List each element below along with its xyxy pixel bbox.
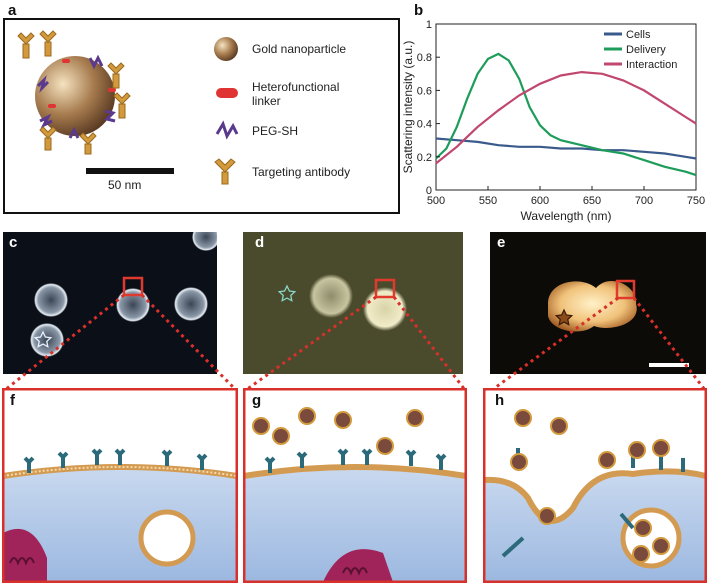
cell xyxy=(174,287,208,321)
vesicle xyxy=(620,507,682,569)
y-tick-label: 0.6 xyxy=(417,85,432,97)
y-tick-label: 1 xyxy=(426,19,432,31)
panel-label-c: c xyxy=(9,234,18,251)
panel-label-b: b xyxy=(414,2,424,19)
antibody-icon xyxy=(214,158,236,185)
y-tick-label: 0 xyxy=(426,185,432,197)
panel-label-e: e xyxy=(497,234,506,251)
panel-e-image xyxy=(490,232,706,374)
panel-a-frame xyxy=(3,18,400,214)
series-line-interaction xyxy=(435,70,697,165)
panel-label-h: h xyxy=(495,392,505,409)
vesicle xyxy=(138,509,196,567)
panel-c-image xyxy=(3,232,217,374)
panel-label-f: f xyxy=(10,392,15,409)
cell xyxy=(192,232,217,251)
antibodies xyxy=(17,30,131,155)
nanoparticles xyxy=(510,409,670,563)
gold-nanoparticle xyxy=(35,56,115,136)
scale-bar xyxy=(649,363,689,367)
y-axis-label: Scattering intensity (a.u.) xyxy=(402,41,415,174)
legend-label: Interaction xyxy=(626,59,677,71)
scale-bar-label: 50 nm xyxy=(108,178,142,192)
receptors xyxy=(264,448,447,473)
y-tick-label: 0.8 xyxy=(417,52,432,64)
gold-nanoparticle-icon xyxy=(214,37,238,61)
cell xyxy=(548,280,637,332)
star-icon xyxy=(33,330,53,348)
peg-chains xyxy=(36,54,116,139)
panel-label-a: a xyxy=(8,2,17,19)
x-tick-label: 550 xyxy=(479,195,497,207)
x-axis-label: Wavelength (nm) xyxy=(521,209,612,223)
plot-frame xyxy=(435,23,697,191)
legend-label-linker: Heterofunctional linker xyxy=(252,80,340,108)
y-tick-label: 0.2 xyxy=(417,152,432,164)
organelle xyxy=(3,528,47,582)
series-line-cells xyxy=(435,137,697,160)
x-tick-label: 700 xyxy=(635,195,653,207)
linker-icon xyxy=(216,88,238,98)
star-icon xyxy=(554,308,574,326)
nanoparticles xyxy=(252,407,424,455)
panel-label-g: g xyxy=(252,392,262,409)
x-tick-label: 750 xyxy=(687,195,705,207)
legend-label-antibody: Targeting antibody xyxy=(252,165,351,179)
panel-f-schematic xyxy=(2,388,238,583)
legend-label: Delivery xyxy=(626,44,666,56)
panel-g-schematic xyxy=(243,388,467,583)
panel-d-image xyxy=(243,232,463,374)
peg-sh-icon xyxy=(215,120,239,140)
y-tick-label: 0.4 xyxy=(417,119,432,131)
series-line-delivery xyxy=(435,52,697,177)
roi-box xyxy=(615,279,636,300)
nanoparticle-schematic xyxy=(17,30,131,155)
organelle xyxy=(323,549,393,582)
scattering-chart: 500 550 600 650 700 750 0 0.2 0.4 0.6 0.8 1 Waveleng… xyxy=(402,19,705,223)
cell xyxy=(34,283,68,317)
cell-membrane xyxy=(483,468,707,524)
roi-box xyxy=(374,278,396,299)
panel-h-schematic xyxy=(483,388,707,583)
x-tick-label: 500 xyxy=(427,195,445,207)
star-icon xyxy=(277,284,297,302)
x-tick-label: 600 xyxy=(531,195,549,207)
scale-bar xyxy=(86,168,174,174)
linkers xyxy=(48,59,116,108)
x-tick-label: 650 xyxy=(583,195,601,207)
roi-box xyxy=(122,276,144,297)
panel-label-d: d xyxy=(255,234,265,251)
cell xyxy=(309,274,353,318)
receptors xyxy=(501,448,685,558)
receptors xyxy=(23,448,208,473)
legend-label: Cells xyxy=(626,29,651,41)
legend-label-gold-nanoparticle: Gold nanoparticle xyxy=(252,42,347,56)
legend-label-peg-sh: PEG-SH xyxy=(252,124,299,138)
